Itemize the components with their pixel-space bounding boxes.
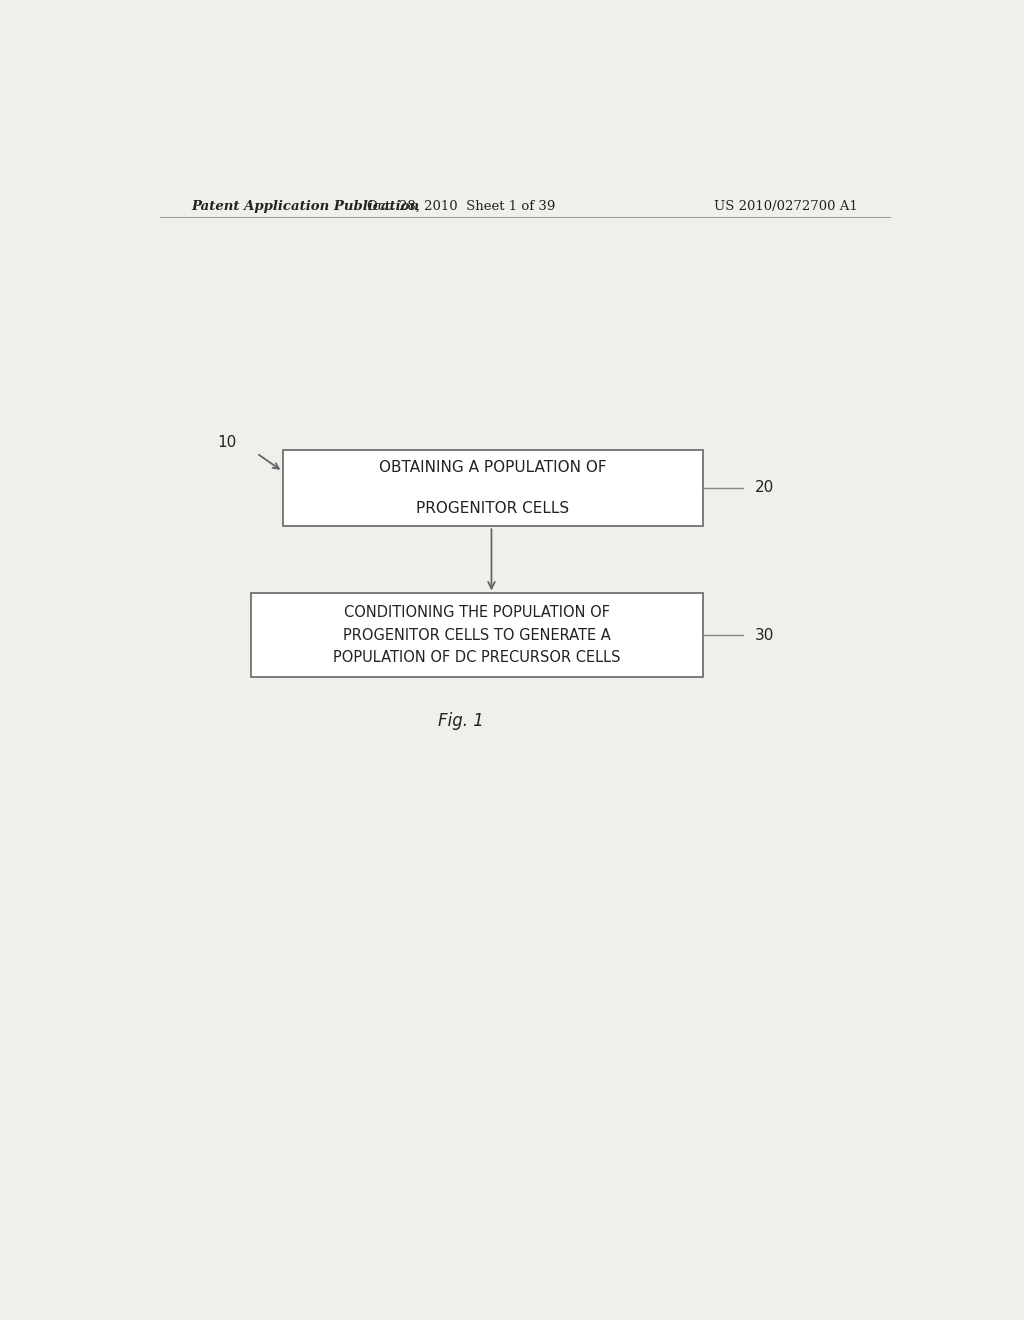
FancyBboxPatch shape — [251, 594, 703, 677]
Text: Oct. 28, 2010  Sheet 1 of 39: Oct. 28, 2010 Sheet 1 of 39 — [368, 199, 555, 213]
Text: 10: 10 — [217, 436, 237, 450]
Text: 20: 20 — [755, 480, 774, 495]
Text: PROGENITOR CELLS: PROGENITOR CELLS — [417, 502, 569, 516]
Text: Fig. 1: Fig. 1 — [438, 713, 484, 730]
Text: 30: 30 — [755, 627, 774, 643]
Text: POPULATION OF DC PRECURSOR CELLS: POPULATION OF DC PRECURSOR CELLS — [334, 649, 621, 665]
Text: Patent Application Publication: Patent Application Publication — [191, 199, 420, 213]
Text: OBTAINING A POPULATION OF: OBTAINING A POPULATION OF — [379, 461, 607, 475]
FancyBboxPatch shape — [283, 450, 703, 527]
Text: CONDITIONING THE POPULATION OF: CONDITIONING THE POPULATION OF — [344, 606, 610, 620]
Text: PROGENITOR CELLS TO GENERATE A: PROGENITOR CELLS TO GENERATE A — [343, 627, 611, 643]
Text: US 2010/0272700 A1: US 2010/0272700 A1 — [715, 199, 858, 213]
